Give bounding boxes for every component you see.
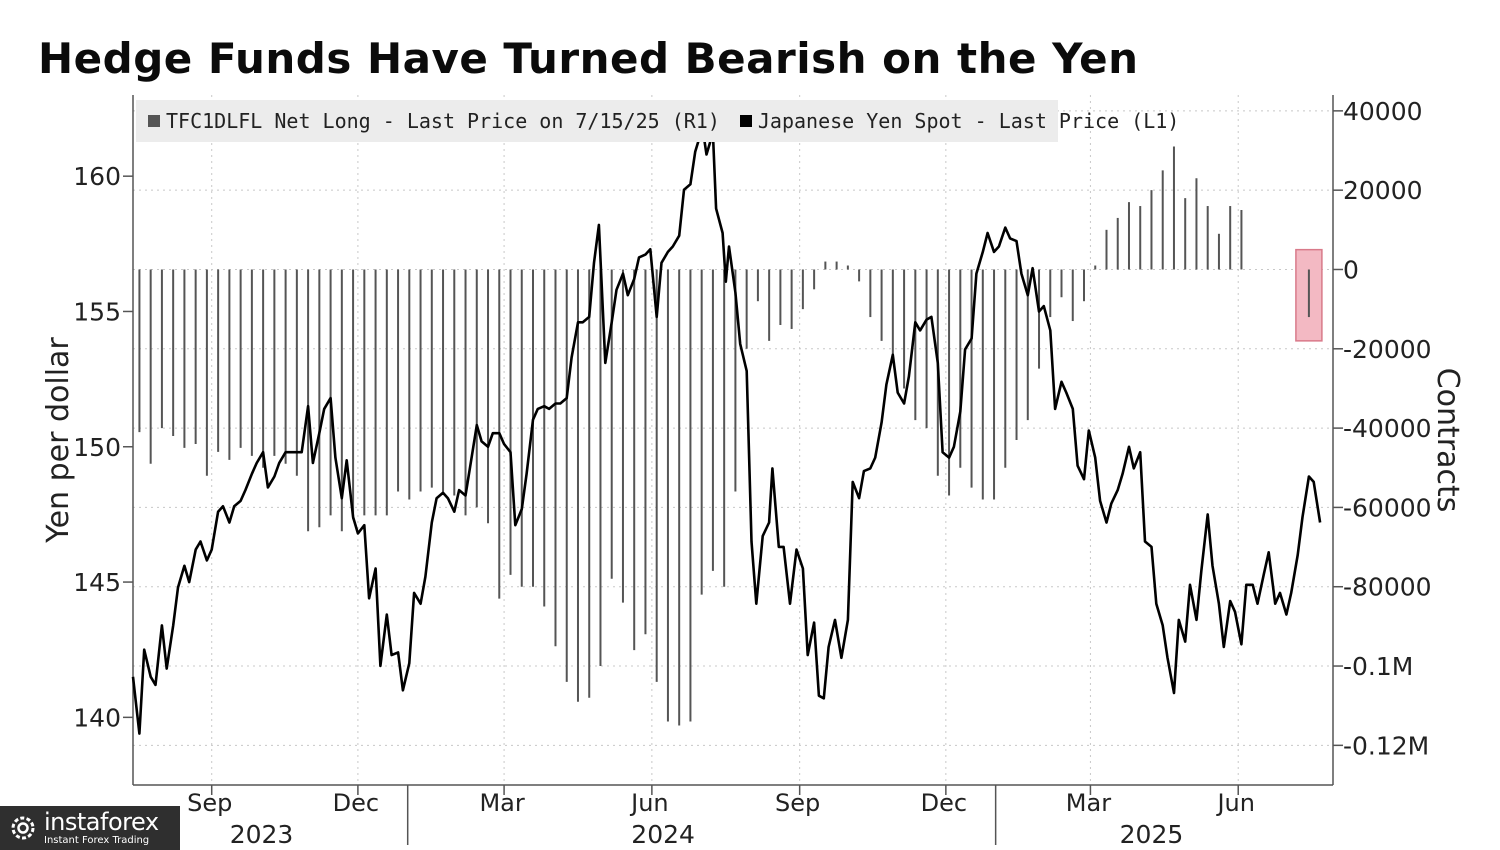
legend-label-yen-spot: Japanese Yen Spot - Last Price (L1)	[757, 109, 1180, 133]
axis-labels: 140 145 150 155 160 40000 20000 0 -20000 -40000 -6…	[41, 97, 1465, 849]
month-label: Sep	[775, 789, 820, 817]
logo-tagline: Instant Forex Trading	[44, 835, 150, 846]
left-tick-label: 160	[73, 162, 121, 191]
legend-item-yen-spot: Japanese Yen Spot - Last Price (L1)	[739, 109, 1180, 133]
instaforex-logo: instaforex Instant Forex Trading	[0, 806, 180, 850]
chart-title: Hedge Funds Have Turned Bearish on the Y…	[38, 34, 1139, 83]
chart-legend: TFC1DLFL Net Long - Last Price on 7/15/2…	[136, 100, 1179, 142]
chart-axes	[132, 95, 1334, 786]
right-tick-label: 0	[1343, 255, 1359, 284]
legend-swatch-yen-spot	[739, 115, 752, 127]
right-tick-label: -40000	[1343, 414, 1432, 443]
gridlines	[133, 95, 1333, 785]
left-tick-label: 140	[73, 703, 121, 732]
right-tick-label: -20000	[1343, 335, 1432, 364]
left-axis-title: Yen per dollar	[41, 337, 76, 544]
yen-spot-polyline	[131, 131, 1322, 735]
right-tick-label: 40000	[1343, 97, 1423, 126]
month-label: Sep	[187, 789, 232, 817]
axis-ticks	[123, 110, 1343, 845]
year-label: 2023	[230, 820, 294, 849]
right-tick-label: -0.12M	[1343, 731, 1429, 760]
right-tick-label: -0.1M	[1343, 652, 1413, 681]
month-label: Dec	[333, 789, 379, 817]
left-tick-label: 150	[73, 433, 121, 462]
left-tick-label: 155	[73, 297, 121, 326]
logo-name: instaforex	[44, 808, 159, 836]
legend-item-net-long: TFC1DLFL Net Long - Last Price on 7/15/2…	[148, 109, 720, 133]
instaforex-logo-icon	[11, 816, 35, 840]
right-axis-title: Contracts	[1430, 368, 1465, 513]
year-label: 2024	[631, 820, 695, 849]
month-label: Jun	[629, 789, 669, 817]
month-label: Mar	[479, 789, 524, 817]
net-long-bars	[138, 146, 1310, 726]
month-label: Dec	[921, 789, 967, 817]
legend-label-net-long: TFC1DLFL Net Long - Last Price on 7/15/2…	[166, 109, 720, 133]
right-tick-label: -60000	[1343, 493, 1432, 522]
year-label: 2025	[1120, 820, 1184, 849]
yen-spot-line	[131, 131, 1322, 735]
month-label: Jun	[1215, 789, 1255, 817]
right-tick-label: -80000	[1343, 573, 1432, 602]
left-tick-label: 145	[73, 568, 121, 597]
month-label: Mar	[1066, 789, 1111, 817]
legend-swatch-net-long	[148, 115, 160, 127]
right-tick-label: 20000	[1343, 176, 1423, 205]
